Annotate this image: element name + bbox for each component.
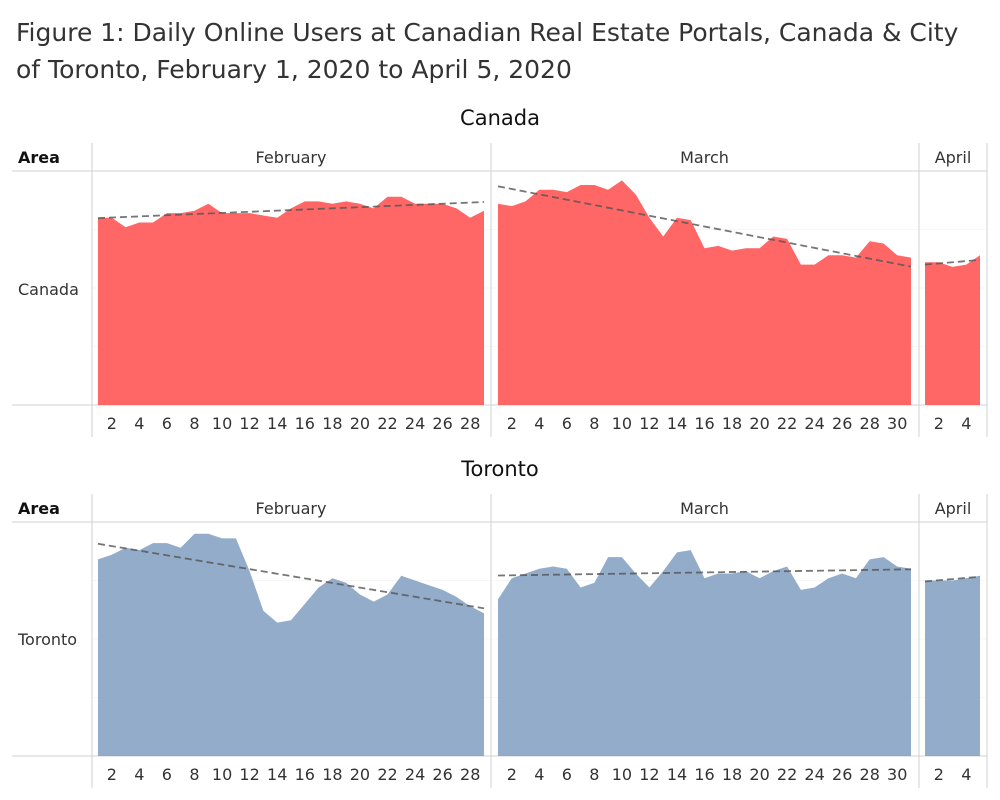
month-header-april: April	[935, 148, 972, 167]
tick-label: 22	[377, 414, 397, 433]
figure-title: Figure 1: Daily Online Users at Canadian…	[16, 18, 959, 84]
month-header-march: March	[680, 148, 729, 167]
tick-label: 4	[134, 765, 144, 784]
tick-label: 30	[887, 414, 907, 433]
row-label-toronto: Toronto	[17, 630, 77, 649]
tick-label: 2	[507, 765, 517, 784]
tick-label: 22	[377, 765, 397, 784]
tick-label: 8	[189, 414, 199, 433]
trendline-february	[97, 201, 485, 220]
trendline-march	[497, 185, 912, 268]
area-series-canada-february	[98, 196, 484, 405]
tick-label: 28	[860, 765, 880, 784]
tick-label: 4	[134, 414, 144, 433]
tick-label: 2	[107, 765, 117, 784]
tick-label: 10	[612, 414, 632, 433]
tick-label: 2	[934, 414, 944, 433]
tick-label: 30	[887, 765, 907, 784]
tick-label: 2	[507, 414, 517, 433]
tick-label: 4	[534, 765, 544, 784]
tick-label: 6	[162, 765, 172, 784]
area-series-toronto-february	[98, 533, 484, 756]
tick-label: 26	[832, 414, 852, 433]
tick-label: 20	[749, 765, 769, 784]
tick-label: 14	[667, 765, 687, 784]
month-header-february: February	[256, 499, 327, 518]
tick-label: 22	[777, 414, 797, 433]
tick-label: 12	[239, 765, 259, 784]
trendline-april	[924, 259, 981, 266]
row-header-canada: Area	[18, 148, 60, 167]
tick-label: 4	[961, 765, 971, 784]
area-series-toronto-april	[925, 575, 980, 756]
tick-label: 18	[322, 414, 342, 433]
trendline-april	[924, 575, 981, 583]
tick-label: 26	[432, 765, 452, 784]
month-header-february: February	[256, 148, 327, 167]
tick-label: 8	[189, 765, 199, 784]
tick-label: 16	[694, 414, 714, 433]
tick-label: 18	[722, 414, 742, 433]
tick-label: 28	[460, 765, 480, 784]
tick-label: 10	[212, 765, 232, 784]
tick-label: 16	[295, 765, 315, 784]
tick-label: 20	[749, 414, 769, 433]
area-series-canada-april	[925, 255, 980, 405]
row-header-toronto: Area	[18, 499, 60, 518]
month-header-april: April	[935, 499, 972, 518]
tick-label: 6	[562, 414, 572, 433]
tick-label: 4	[534, 414, 544, 433]
tick-label: 12	[239, 414, 259, 433]
trendline-march	[497, 568, 912, 577]
tick-label: 28	[460, 414, 480, 433]
tick-label: 24	[405, 765, 425, 784]
tick-label: 24	[804, 765, 824, 784]
tick-label: 12	[639, 765, 659, 784]
tick-label: 2	[934, 765, 944, 784]
tick-label: 14	[267, 765, 287, 784]
tick-label: 28	[860, 414, 880, 433]
tick-label: 6	[162, 414, 172, 433]
tick-label: 22	[777, 765, 797, 784]
tick-label: 14	[667, 414, 687, 433]
tick-label: 24	[405, 414, 425, 433]
tick-label: 12	[639, 414, 659, 433]
tick-label: 10	[612, 765, 632, 784]
tick-label: 20	[350, 414, 370, 433]
area-series-toronto-march	[498, 550, 911, 756]
tick-label: 16	[295, 414, 315, 433]
tick-label: 2	[107, 414, 117, 433]
tick-label: 18	[322, 765, 342, 784]
panel-title-canada: Canada	[460, 106, 540, 130]
tick-label: 20	[350, 765, 370, 784]
panel-title-toronto: Toronto	[460, 457, 539, 481]
tick-label: 26	[832, 765, 852, 784]
tick-label: 18	[722, 765, 742, 784]
tick-label: 10	[212, 414, 232, 433]
row-label-canada: Canada	[18, 280, 79, 299]
tick-label: 26	[432, 414, 452, 433]
tick-label: 6	[562, 765, 572, 784]
tick-label: 16	[694, 765, 714, 784]
tick-label: 8	[589, 414, 599, 433]
tick-label: 4	[961, 414, 971, 433]
area-series-canada-march	[498, 180, 911, 405]
tick-label: 24	[804, 414, 824, 433]
tick-label: 14	[267, 414, 287, 433]
month-header-march: March	[680, 499, 729, 518]
tick-label: 8	[589, 765, 599, 784]
